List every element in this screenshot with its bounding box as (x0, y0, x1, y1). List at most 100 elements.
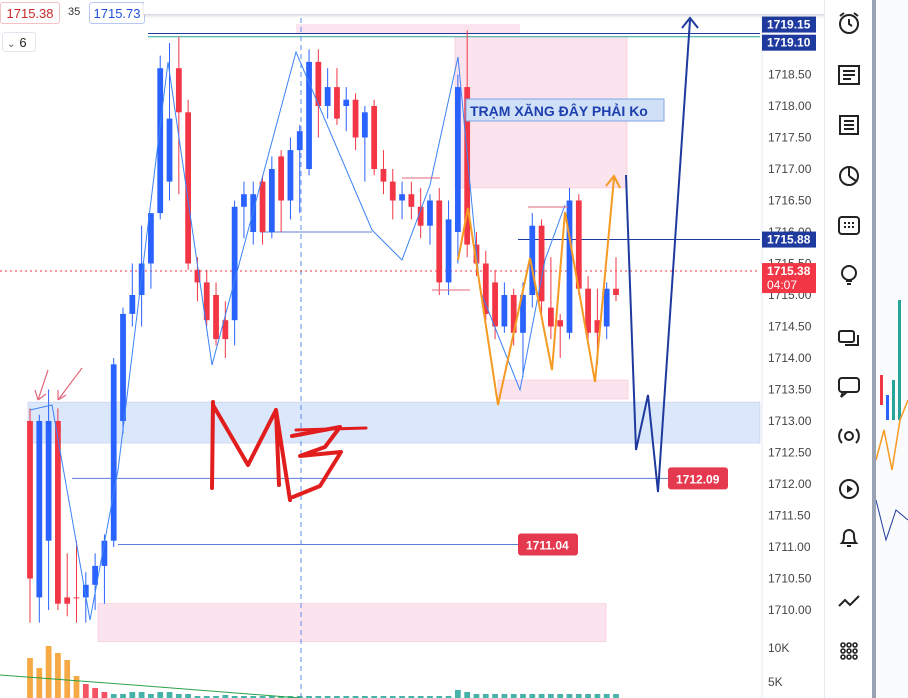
price-label-text: 1719.10 (767, 36, 811, 50)
annotation-text: TRẠM XĂNG ĐÂY PHẢI Ko (470, 102, 648, 119)
candle-body (501, 295, 508, 327)
level-label-text: 1712.09 (676, 472, 720, 486)
candle-body (231, 206, 238, 321)
drawing-tool-icon[interactable] (836, 590, 862, 616)
demand-zone-bottom (97, 603, 607, 642)
live-stream-icon[interactable] (836, 424, 862, 450)
chat-icon[interactable] (836, 326, 862, 352)
candle-body (101, 540, 108, 566)
orange-arrowhead (605, 174, 621, 189)
candle-body (492, 282, 498, 327)
news-icon[interactable] (836, 62, 862, 88)
zigzag-line (29, 50, 566, 621)
price-tick-label: 1711.50 (768, 509, 811, 523)
calendar-icon[interactable] (836, 212, 862, 238)
volume-bar (427, 696, 433, 698)
alarm-clock-icon[interactable] (836, 10, 862, 36)
candle-body (380, 169, 387, 182)
chevron-down-icon: ⌄ (7, 39, 16, 50)
handwriting-underline (294, 426, 368, 432)
price-label-text: 1719.15 (767, 18, 811, 32)
price-tick-label: 1713.00 (768, 414, 812, 428)
comment-icon[interactable] (836, 374, 862, 400)
volume-bar (45, 646, 52, 698)
candle-body (287, 150, 294, 201)
price-label-badge (762, 34, 816, 51)
volume-bar (194, 696, 201, 698)
pie-chart-icon[interactable] (836, 163, 862, 189)
price-tick-label: 1716.50 (768, 194, 812, 208)
level-label-text: 1711.04 (526, 538, 569, 552)
price-tick-label: 1717.00 (768, 162, 812, 176)
price-tick-label: 1718.00 (768, 99, 812, 113)
candle-body (408, 194, 415, 207)
level-label-badge (518, 533, 578, 556)
candle-body (73, 597, 80, 599)
price-label-badge (762, 16, 816, 33)
arrow-marker (57, 367, 83, 401)
candle-body (575, 200, 582, 289)
volume-bar (464, 692, 471, 698)
candle-body (482, 263, 489, 314)
volume-bar (454, 690, 461, 698)
candle-body (296, 131, 303, 151)
volume-bar (371, 696, 378, 698)
volume-bar (296, 696, 303, 698)
price-tick-label: 1710.00 (768, 603, 812, 617)
volume-bar (36, 668, 43, 698)
candle-body (36, 421, 43, 598)
price-label-badge (762, 231, 816, 248)
volume-bar (575, 694, 582, 698)
timeframe-selector[interactable]: ⌄ 6 (2, 32, 36, 52)
candle-body (417, 206, 424, 226)
candle-body (241, 194, 247, 207)
price-tick-label: 1714.50 (768, 320, 812, 334)
volume-bar (64, 660, 71, 698)
watchlist-icon[interactable] (836, 112, 862, 138)
volume-bar (408, 696, 415, 698)
volume-bar (148, 694, 154, 698)
candle-body (213, 295, 219, 340)
candle-body (45, 421, 52, 541)
volume-bar (175, 694, 182, 698)
volume-bar (482, 694, 489, 698)
candle-body (82, 584, 89, 598)
price-label-badge (762, 263, 816, 294)
volume-bar (268, 696, 275, 698)
ask-price-box[interactable]: 1715.73 (89, 2, 145, 24)
candle-body (510, 295, 517, 333)
candle-body (166, 118, 173, 182)
candle-body (361, 112, 368, 138)
candle-body (454, 87, 461, 232)
candle-body (548, 307, 554, 327)
volume-bar (520, 694, 526, 698)
volume-bar (538, 694, 545, 698)
volume-bar (334, 696, 340, 698)
volume-bar (529, 694, 536, 698)
bid-price-box[interactable]: 1715.38 (0, 2, 60, 24)
mini-chart (875, 300, 908, 542)
volume-bar (250, 696, 257, 698)
volume-bar (585, 694, 591, 698)
volume-bar (548, 694, 554, 698)
volume-bar (241, 696, 247, 698)
candle-body (352, 99, 359, 138)
volume-bar (231, 696, 238, 698)
volume-bar (222, 695, 229, 698)
volume-bar (324, 696, 331, 698)
apps-icon[interactable] (836, 638, 862, 664)
price-chart[interactable]: TRẠM XĂNG ĐÂY PHẢI Ko 1719.001718.501718… (0, 0, 824, 698)
candle-body (64, 597, 71, 604)
candle-body (55, 421, 61, 604)
spread-value: 35 (68, 6, 81, 18)
lightbulb-icon[interactable] (836, 262, 862, 288)
bell-icon[interactable] (836, 525, 862, 551)
candle-body (399, 194, 405, 201)
volume-bar (501, 694, 508, 698)
play-icon[interactable] (836, 476, 862, 502)
price-tick-label: 1714.00 (768, 351, 812, 365)
candle-body (603, 288, 610, 327)
drawing-toolbar[interactable] (144, 0, 824, 15)
side-panel (872, 0, 908, 698)
